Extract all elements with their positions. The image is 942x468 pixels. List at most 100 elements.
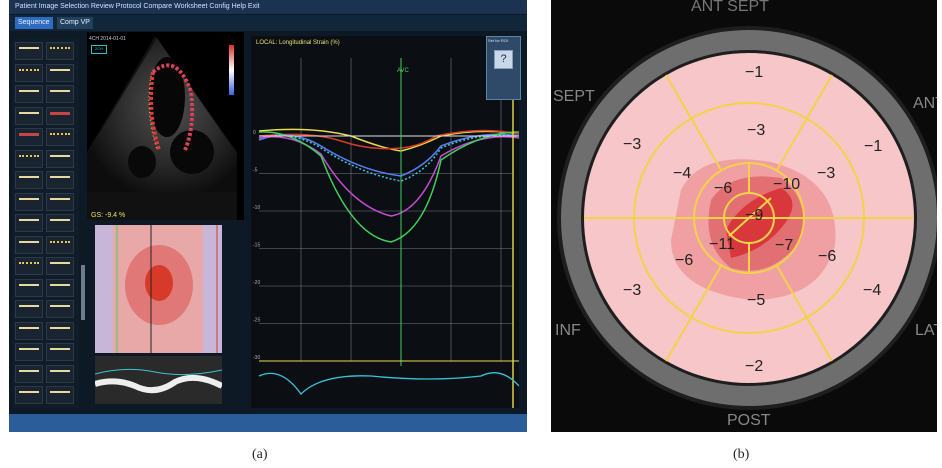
seg-mid-inf: −5 [747, 292, 766, 309]
thumbnail-trace [50, 326, 70, 337]
thumbnail-trace [19, 262, 39, 272]
thumbnail[interactable] [15, 214, 43, 232]
seg-mid-ant: −3 [747, 122, 766, 139]
label-ant-sept: ANT SEPT [691, 0, 769, 15]
caption-b: (b) [733, 447, 750, 462]
thumbnail-trace [19, 219, 39, 229]
seg-apical-lat: −7 [775, 237, 794, 254]
y-tick-label: -20 [253, 280, 260, 286]
curve-green [258, 131, 520, 243]
thumbnail-trace [50, 176, 70, 186]
global-strain-label: GS: -9.4 % [91, 212, 126, 219]
tab-comp-vp[interactable]: Comp VP [57, 17, 93, 29]
thumbnail[interactable] [15, 235, 43, 254]
thumbnail-trace [50, 68, 70, 79]
seg-apical-sept: −6 [714, 180, 733, 197]
thumbnail[interactable] [15, 278, 43, 297]
ecg-trace [258, 372, 520, 396]
seg-mid-inflat: −6 [818, 248, 837, 265]
thumbnail-trace [19, 197, 39, 208]
echo-4ch-view[interactable] [87, 32, 244, 220]
thumbnail[interactable] [46, 42, 74, 60]
thumbnail[interactable] [15, 343, 43, 361]
seg-basal-inf: −2 [745, 358, 764, 375]
strain-analysis-screen: Patient Image Selection Review Protocol … [9, 0, 527, 432]
question-icon[interactable]: ? [494, 50, 513, 69]
thumbnail-trace [50, 348, 70, 358]
thumbnail-trace [19, 90, 39, 100]
thumbnail[interactable] [15, 42, 43, 60]
thumbnail[interactable] [46, 128, 74, 146]
bullseye-plot-panel: ANT SEPT SEPT ANT INF LAT POST −1 −1 −4 … [551, 0, 937, 432]
thumbnail-trace [19, 111, 39, 122]
thumbnail[interactable] [46, 214, 74, 232]
thumbnail[interactable] [46, 85, 74, 103]
thumbnail-strip[interactable] [13, 38, 79, 408]
thumbnail[interactable] [15, 85, 43, 103]
tab-row: Sequence Comp VP [9, 15, 527, 31]
thumbnail[interactable] [46, 364, 74, 383]
thumbnail[interactable] [46, 192, 74, 211]
seg-basal-infsept: −3 [623, 282, 642, 299]
thumbnail[interactable] [46, 63, 74, 82]
thumbnail-trace [19, 348, 39, 358]
menu-bar[interactable]: Patient Image Selection Review Protocol … [9, 0, 527, 14]
strain-curves-plot: 0 -5 -10 -15 -20 -25 -30 [253, 58, 520, 408]
label-sept: SEPT [553, 88, 595, 105]
thumbnail[interactable] [46, 171, 74, 189]
thumbnail-trace [19, 305, 39, 315]
status-bar [9, 414, 527, 432]
thumbnail-scrollbar[interactable] [81, 265, 85, 320]
seg-basal-inflat: −4 [863, 282, 882, 299]
thumbnail[interactable] [15, 300, 43, 318]
thumbnail-trace [50, 154, 70, 165]
seg-basal-antlat: −1 [864, 138, 883, 155]
curve-cyan [258, 134, 520, 182]
thumbnail[interactable] [15, 63, 43, 82]
thumbnail[interactable] [15, 364, 43, 383]
thumbnail-trace [19, 176, 39, 186]
thumbnail-trace [50, 262, 70, 272]
avc-marker-label: AVC [397, 68, 409, 74]
caption-a: (a) [252, 447, 268, 462]
thumbnail[interactable] [15, 149, 43, 168]
thumbnail[interactable] [46, 321, 74, 340]
thumbnail-trace [50, 111, 70, 123]
thumbnail[interactable] [15, 257, 43, 275]
thumbnail[interactable] [46, 386, 74, 404]
y-tick-label: 0 [253, 130, 256, 136]
thumbnail-trace [50, 219, 70, 229]
seg-mid-infsept: −6 [675, 252, 694, 269]
thumbnail-trace [50, 391, 70, 401]
thumbnail[interactable] [15, 171, 43, 189]
thumbnail[interactable] [46, 149, 74, 168]
thumbnail-trace [19, 47, 39, 57]
thumbnail-trace [50, 90, 70, 100]
thumbnail-trace [19, 68, 39, 79]
seg-basal-antsept: −3 [623, 136, 642, 153]
thumbnail-trace [50, 369, 70, 380]
graph-title: LOCAL: Longitudinal Strain (%) [256, 40, 340, 46]
thumbnail[interactable] [15, 128, 43, 146]
thumbnail[interactable] [46, 278, 74, 297]
m-mode-strip [94, 356, 224, 404]
thumbnail[interactable] [15, 192, 43, 211]
thumbnail-trace [19, 326, 39, 337]
thumbnail[interactable] [15, 106, 43, 125]
thumbnail[interactable] [46, 343, 74, 361]
view-select-button[interactable]: 2CH [91, 45, 107, 54]
thumbnail[interactable] [46, 257, 74, 275]
thumbnail[interactable] [15, 386, 43, 404]
strain-curves-graph[interactable]: 0 -5 -10 -15 -20 -25 -30 [251, 36, 520, 408]
y-tick-label: -25 [253, 318, 260, 324]
thumbnail[interactable] [46, 235, 74, 254]
tab-sequence[interactable]: Sequence [15, 17, 53, 29]
seg-apex: −9 [745, 207, 764, 224]
roi-button-label: Set for ROI [488, 38, 509, 43]
thumbnail[interactable] [46, 300, 74, 318]
color-scale-bar [229, 45, 234, 95]
thumbnail-trace [50, 305, 70, 315]
label-post: POST [727, 412, 771, 429]
thumbnail[interactable] [15, 321, 43, 340]
thumbnail[interactable] [46, 106, 74, 125]
